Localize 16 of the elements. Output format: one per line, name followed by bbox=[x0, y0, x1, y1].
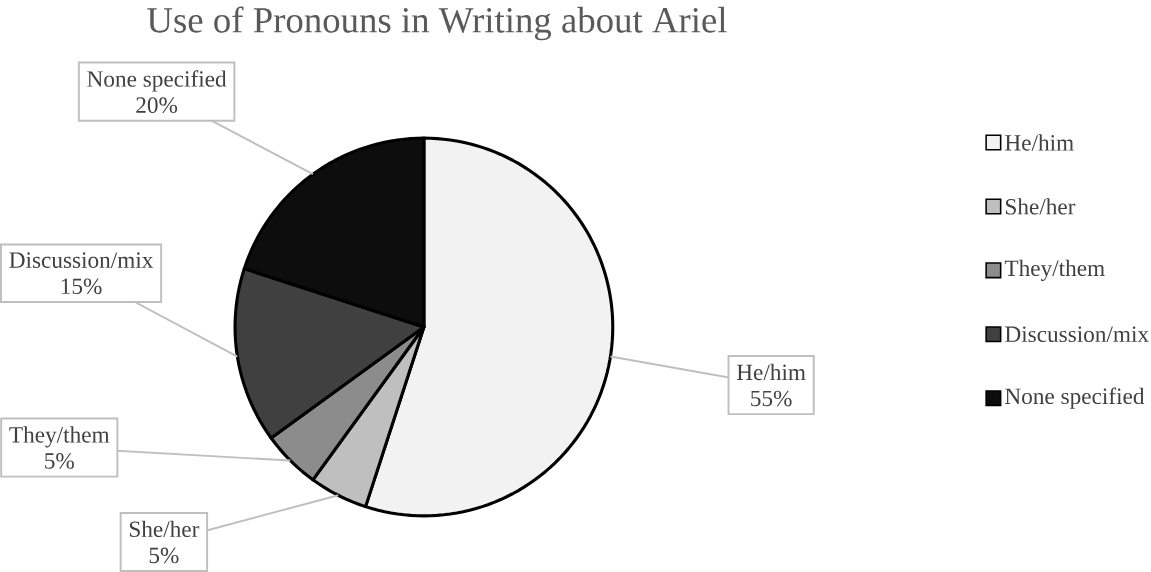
legend-label: Discussion/mix bbox=[1005, 326, 1149, 343]
data-label: 5% bbox=[149, 547, 179, 564]
legend-label: They/them bbox=[1004, 259, 1105, 281]
data-label: 15% bbox=[61, 278, 102, 295]
slice-label: Discussion/mix bbox=[9, 252, 154, 268]
data-label: 55% bbox=[751, 390, 792, 407]
chart-title: Use of Pronouns in Writing about Ariel bbox=[147, 6, 727, 41]
slice-label: He/him bbox=[736, 363, 806, 381]
slice-label: None specified bbox=[87, 70, 227, 92]
legend-label: He/him bbox=[1005, 134, 1074, 151]
slice-label: They/them bbox=[9, 426, 110, 448]
legend-label: She/her bbox=[1005, 198, 1076, 215]
legend-label: None specified bbox=[1005, 387, 1145, 409]
slice-label: She/her bbox=[129, 520, 200, 538]
data-label: 20% bbox=[136, 97, 178, 114]
data-label: 5% bbox=[45, 453, 74, 469]
